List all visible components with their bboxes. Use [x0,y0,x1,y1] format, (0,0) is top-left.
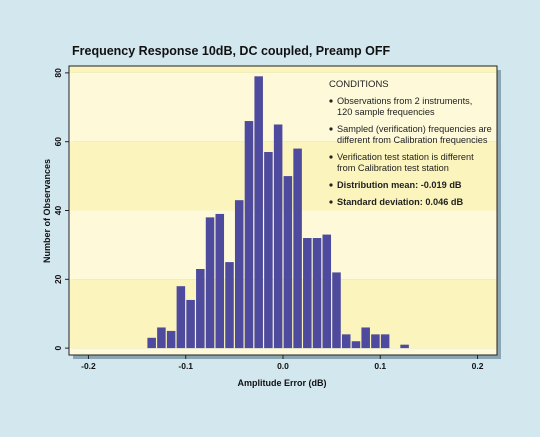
histogram-bar [380,334,390,349]
annotation-bullet-text: from Calibration test station [337,163,449,173]
histogram-bar [283,176,293,349]
histogram-bar [244,121,254,349]
annotation-bullet-text: Distribution mean: -0.019 dB [337,180,462,190]
histogram-bar [264,152,273,349]
histogram-bar [176,286,186,349]
annotation-bullet-text: Observations from 2 instruments, [337,96,472,106]
histogram-bar [205,217,215,349]
background-band [69,72,497,142]
histogram-bar [332,272,341,349]
histogram-bar [341,334,351,349]
histogram-bar [157,327,166,349]
histogram-bar [254,76,263,349]
annotation-bullet-text: different from Calibration frequencies [337,135,488,145]
background-band [69,210,497,280]
chart-title: Frequency Response 10dB, DC coupled, Pre… [72,44,390,58]
histogram-bar [234,200,244,349]
plot-panel: -0.2 -0.1 0.0 0.1 0.2 0 20 40 60 80 CONDITIONS Obse… [53,65,501,371]
histogram-bar [147,337,156,349]
y-tick-label: 20 [53,274,63,284]
histogram-bar [166,330,176,349]
annotation-heading: CONDITIONS [329,79,389,90]
histogram-bar [303,238,312,349]
histogram-bar [273,124,283,349]
histogram-bar [351,341,361,349]
histogram-bar [196,268,205,349]
histogram-bar [312,238,322,349]
y-tick-label: 0 [53,345,63,350]
y-tick-label: 60 [53,137,63,147]
y-axis-label: Number of Observances [42,159,52,263]
annotation-bullet-dot [329,200,333,204]
background-band [69,348,497,355]
histogram-bar [225,262,234,349]
x-tick-label: 0.1 [374,361,386,371]
y-tick-label: 40 [53,206,63,216]
annotation-bullet-text: Standard deviation: 0.046 dB [337,197,463,207]
annotation-bullet-text: 120 sample frequencies [337,107,435,117]
x-tick-label: -0.1 [178,361,193,371]
x-axis-label: Amplitude Error (dB) [238,378,327,388]
annotation-bullet-dot [329,99,333,103]
histogram-bar [186,299,195,349]
annotation-bullet-dot [329,127,333,131]
y-tick-label: 80 [53,68,63,78]
histogram-bar [361,327,370,349]
histogram-bar [293,148,302,349]
background-band [69,141,497,211]
annotation-bullet-dot [329,183,333,187]
histogram-bar [215,213,225,349]
histogram-bar [400,344,409,349]
annotation-bullet-dot [329,155,333,159]
background-band [69,279,497,349]
annotation-bullet-text: Sampled (verification) frequencies are [337,124,492,134]
annotation-bullet-text: Verification test station is different [337,152,474,162]
histogram-bar [322,234,332,349]
background-band [69,66,497,73]
x-tick-label: 0.0 [277,361,289,371]
histogram-bar [371,334,380,349]
x-tick-label: -0.2 [81,361,96,371]
x-tick-label: 0.2 [472,361,484,371]
